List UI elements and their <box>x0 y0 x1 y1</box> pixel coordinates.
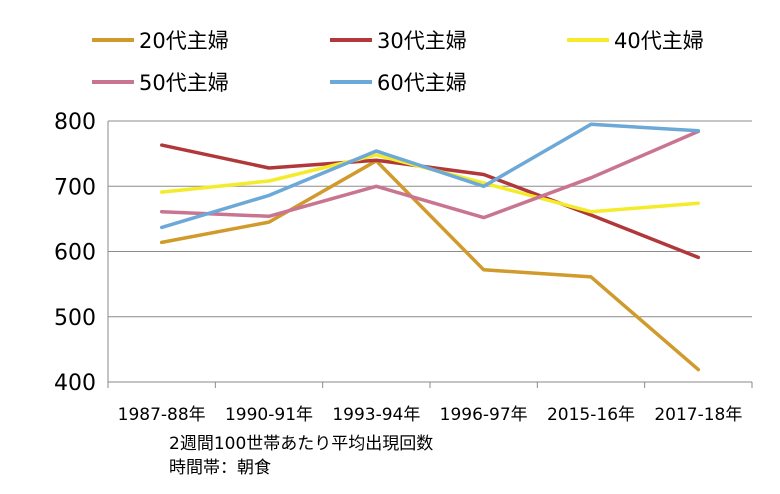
legend-label-2: 40代主婦 <box>614 29 704 53</box>
legend-label-0: 20代主婦 <box>139 29 229 53</box>
chart-note-0: 2週間100世帯あたり平均出現回数 <box>169 434 433 454</box>
x-tick-label-2: 1993-94年 <box>332 405 420 425</box>
series-line-4 <box>159 122 701 230</box>
series-line-3 <box>159 129 701 220</box>
y-tick-label-400: 400 <box>54 371 96 396</box>
y-tick-label-500: 500 <box>54 306 96 331</box>
x-tick-label-0: 1987-88年 <box>118 405 206 425</box>
y-tick-label-800: 800 <box>54 110 96 135</box>
legend-label-1: 30代主婦 <box>377 29 467 53</box>
x-tick-label-1: 1990-91年 <box>225 405 313 425</box>
x-tick-label-3: 1996-97年 <box>440 405 528 425</box>
chart-note-1: 時間帯：朝食 <box>169 458 271 478</box>
series-line-0 <box>159 159 701 372</box>
x-tick-label-4: 2015-16年 <box>547 405 635 425</box>
y-tick-label-600: 600 <box>54 241 96 266</box>
legend-label-4: 60代主婦 <box>377 71 467 95</box>
x-tick-label-5: 2017-18年 <box>654 405 742 425</box>
y-tick-label-700: 700 <box>54 175 96 200</box>
legend-label-3: 50代主婦 <box>139 71 229 95</box>
